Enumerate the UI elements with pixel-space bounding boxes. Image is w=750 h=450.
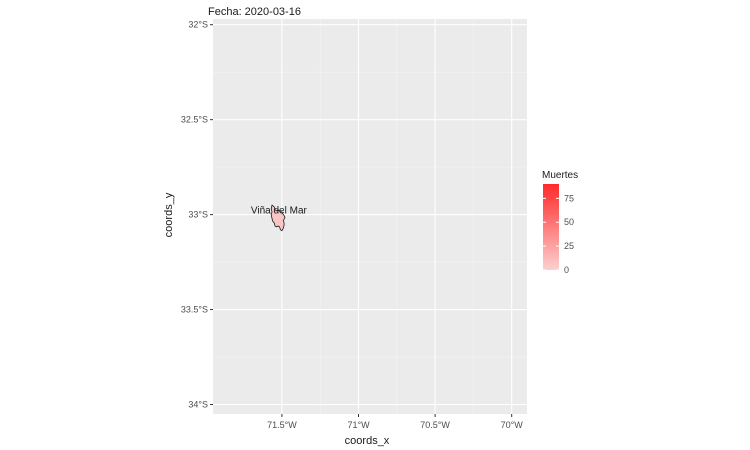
plot-title: Fecha: 2020-03-16 [208, 6, 301, 18]
y-tick-label: 32.5°S [181, 115, 208, 125]
x-axis-title: coords_x [345, 435, 390, 447]
y-tick-label: 32°S [188, 20, 208, 30]
x-tick-label: 70°W [501, 420, 524, 430]
gridlines [213, 19, 527, 414]
plot-panel [213, 19, 527, 414]
legend: Muertes 0 25 50 75 [542, 170, 578, 275]
y-tick-label: 33.5°S [181, 305, 208, 315]
x-tick-label: 71.5°W [267, 420, 297, 430]
legend-tick-label: 25 [564, 241, 574, 251]
x-tick-label: 71°W [347, 420, 370, 430]
y-tick-label: 33°S [188, 210, 208, 220]
legend-tick-label: 75 [564, 193, 574, 203]
regions: Viña del Mar [251, 204, 308, 232]
legend-ticks: 0 25 50 75 [543, 193, 574, 275]
region-label: Viña del Mar [251, 206, 308, 217]
y-axis-ticks: 32°S 32.5°S 33°S 33.5°S 34°S [181, 20, 213, 410]
y-axis-title: coords_y [163, 192, 175, 237]
y-tick-label: 34°S [188, 400, 208, 410]
x-tick-label: 70.5°W [420, 420, 450, 430]
legend-colorbar [543, 184, 559, 270]
x-axis-ticks: 71.5°W 71°W 70.5°W 70°W [267, 414, 523, 430]
legend-title: Muertes [542, 170, 578, 181]
legend-tick-label: 50 [564, 217, 574, 227]
legend-tick-label: 0 [564, 265, 569, 275]
region-polygon [270, 204, 286, 232]
